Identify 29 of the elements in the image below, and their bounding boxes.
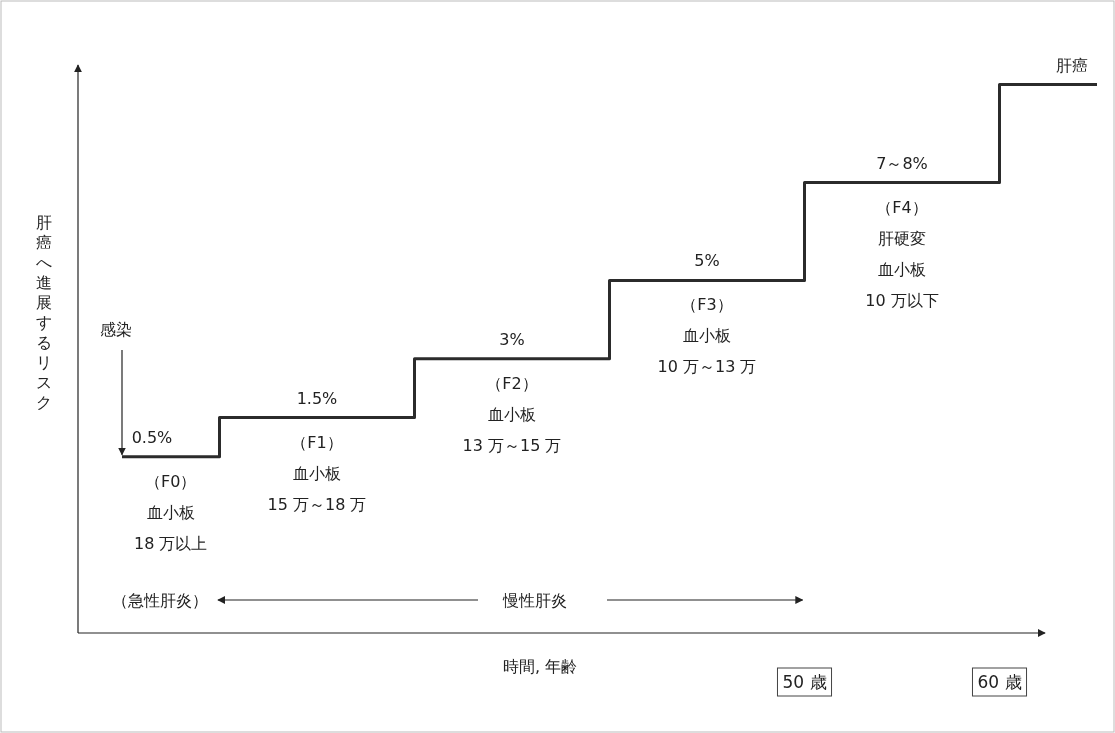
annotation: 13 万～15 万 — [462, 435, 562, 455]
data-label: 0.5% — [131, 427, 173, 447]
annotation: 慢性肝炎 — [502, 591, 567, 610]
annotation: 血小板 — [293, 463, 341, 483]
annotation: 10 万以下 — [865, 290, 939, 310]
annotation: 血小板 — [878, 259, 926, 279]
annotation: 15 万～18 万 — [267, 494, 367, 514]
annotation: 血小板 — [146, 502, 195, 522]
age-box: 60 歳 — [972, 667, 1027, 697]
annotation: 感染 — [100, 320, 132, 339]
annotation: （F4） — [876, 197, 928, 217]
text: 肝癌へ進展するリスク — [36, 213, 52, 412]
data-label: 肝癌 — [1056, 55, 1088, 75]
annotation: （F1） — [291, 432, 343, 452]
annotation: （F2） — [486, 373, 538, 393]
data-label: 1.5% — [296, 388, 338, 408]
age-box: 50 歳 — [777, 667, 832, 697]
data-label: 5% — [694, 251, 720, 271]
annotation: （F3） — [681, 295, 733, 315]
data-label: 3% — [499, 329, 525, 349]
annotation: 肝硬変 — [878, 228, 926, 248]
annotation: 18 万以上 — [134, 533, 208, 553]
data-label: 7～8% — [876, 153, 928, 173]
annotation: 血小板 — [488, 404, 536, 424]
annotation: 10 万～13 万 — [657, 357, 757, 377]
x-axis-title: 時間, 年齢 — [502, 657, 578, 676]
annotation: 血小板 — [683, 326, 731, 346]
annotation: （F0） — [145, 471, 197, 491]
annotation: （急性肝炎） — [112, 591, 208, 610]
